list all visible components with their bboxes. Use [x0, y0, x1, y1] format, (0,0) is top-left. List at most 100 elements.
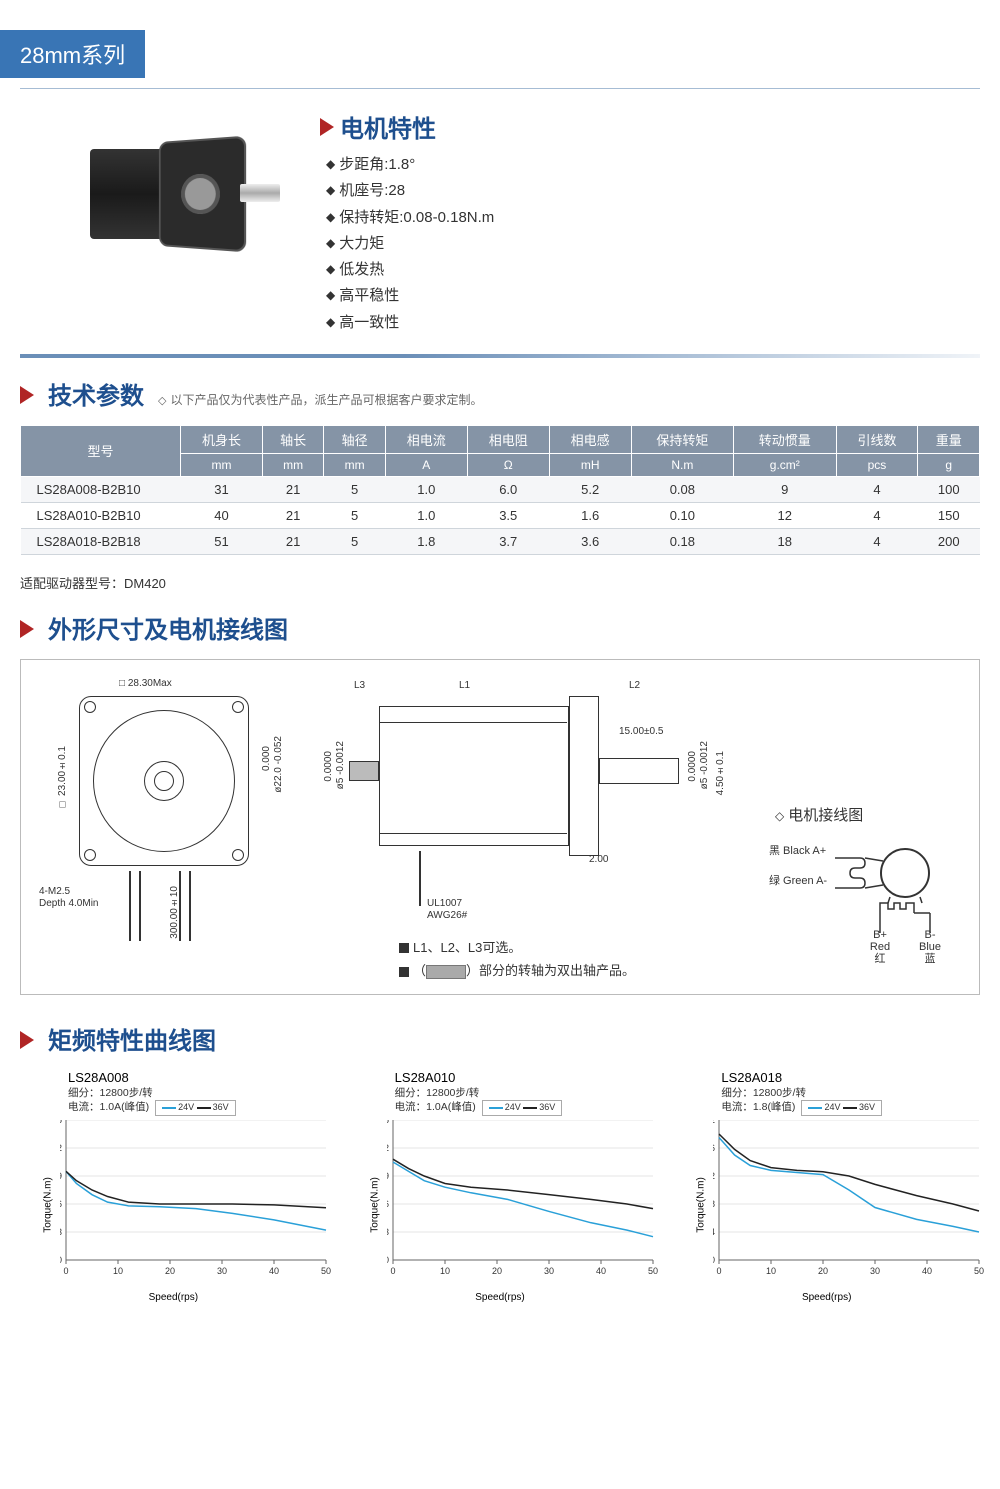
table-header-unit: mm — [262, 453, 323, 476]
table-header: 机身长 — [181, 425, 263, 453]
dim-label: AWG26# — [427, 910, 467, 921]
triangle-icon — [20, 386, 34, 404]
svg-text:50: 50 — [974, 1266, 984, 1276]
svg-text:0.09: 0.09 — [387, 1171, 389, 1181]
table-cell: 0.18 — [631, 528, 733, 554]
wire-label: Blue — [919, 941, 941, 953]
charts-row: LS28A008细分：12800步/转电流：1.0A(峰值)24V 36V To… — [20, 1070, 980, 1303]
motor-illustration — [80, 109, 280, 279]
chart-sub: 电流：1.8(峰值)24V 36V — [673, 1100, 980, 1116]
svg-text:0: 0 — [60, 1255, 62, 1265]
curves-title: 矩频特性曲线图 — [48, 1021, 216, 1056]
table-cell: 5 — [324, 502, 385, 528]
svg-text:0: 0 — [387, 1255, 389, 1265]
characteristics-list: 步距角:1.8°机座号:28保持转矩:0.08-0.18N.m大力矩低发热高平稳… — [320, 152, 494, 336]
dim-label: 0.000 — [261, 746, 272, 771]
svg-text:0: 0 — [713, 1255, 715, 1265]
svg-text:0.16: 0.16 — [713, 1143, 715, 1153]
table-cell: 51 — [181, 528, 263, 554]
chart-series — [66, 1171, 326, 1230]
svg-text:20: 20 — [818, 1266, 828, 1276]
svg-text:40: 40 — [922, 1266, 932, 1276]
table-cell: 100 — [918, 476, 980, 502]
wire-label: 红 — [875, 953, 886, 965]
characteristic-item: 高平稳性 — [326, 283, 494, 309]
characteristic-item: 步距角:1.8° — [326, 152, 494, 178]
table-cell: 3.6 — [549, 528, 631, 554]
table-cell: 1.8 — [385, 528, 467, 554]
svg-text:0.2: 0.2 — [713, 1120, 715, 1125]
divider — [20, 88, 980, 89]
chart-legend: 24V 36V — [801, 1100, 882, 1116]
chart-sub: 细分：12800步/转 — [347, 1087, 654, 1101]
table-cell: 4 — [836, 476, 918, 502]
chart-model: LS28A010 — [347, 1070, 654, 1085]
characteristic-item: 低发热 — [326, 257, 494, 283]
driver-note: 适配驱动器型号：DM420 — [20, 573, 980, 592]
table-header: 相电阻 — [467, 425, 549, 453]
table-cell: LS28A018-B2B18 — [21, 528, 181, 554]
triangle-icon — [320, 118, 334, 136]
svg-text:20: 20 — [492, 1266, 502, 1276]
table-cell: 21 — [262, 502, 323, 528]
y-axis-label: Torque(N.m) — [42, 1177, 53, 1233]
svg-text:0.12: 0.12 — [713, 1171, 715, 1181]
dim-label: Depth 4.0Min — [39, 898, 98, 909]
wire-label: B- — [925, 929, 936, 941]
table-row: LS28A018-B2B18512151.83.73.60.18184200 — [21, 528, 980, 554]
table-header: 相电流 — [385, 425, 467, 453]
specs-note: 以下产品仅为代表性产品，派生产品可根据客户要求定制。 — [158, 391, 482, 408]
table-cell: 0.08 — [631, 476, 733, 502]
chart-legend: 24V 36V — [482, 1100, 563, 1116]
table-header-unit: g.cm² — [734, 453, 836, 476]
dim-label: 300.00±10 — [169, 886, 180, 939]
table-header-unit: g — [918, 453, 980, 476]
chart-series — [719, 1138, 979, 1233]
table-cell: 5 — [324, 476, 385, 502]
x-axis-label: Speed(rps) — [673, 1292, 980, 1303]
characteristic-item: 保持转矩:0.08-0.18N.m — [326, 205, 494, 231]
table-header: 保持转矩 — [631, 425, 733, 453]
series-badge: 28mm系列 — [0, 30, 145, 78]
chart-legend: 24V 36V — [155, 1100, 236, 1116]
table-cell: 1.0 — [385, 476, 467, 502]
chart-series — [393, 1159, 653, 1208]
svg-text:20: 20 — [165, 1266, 175, 1276]
wire-label: B+ — [873, 929, 887, 941]
dim-label: L1 — [459, 680, 470, 691]
table-cell: 40 — [181, 502, 263, 528]
triangle-icon — [20, 620, 34, 638]
y-axis-label: Torque(N.m) — [696, 1177, 707, 1233]
table-cell: 4 — [836, 528, 918, 554]
table-cell: 0.10 — [631, 502, 733, 528]
dim-label: ø5 -0.0012 — [699, 741, 710, 789]
torque-chart: LS28A008细分：12800步/转电流：1.0A(峰值)24V 36V To… — [20, 1070, 327, 1303]
svg-text:0: 0 — [717, 1266, 722, 1276]
characteristic-item: 机座号:28 — [326, 178, 494, 204]
svg-text:50: 50 — [648, 1266, 658, 1276]
svg-text:0.15: 0.15 — [387, 1120, 389, 1125]
dim-label: 2.00 — [589, 854, 608, 865]
svg-text:10: 10 — [440, 1266, 450, 1276]
chart-series — [719, 1134, 979, 1211]
svg-text:0.12: 0.12 — [387, 1143, 389, 1153]
table-cell: 21 — [262, 476, 323, 502]
specs-table: 型号机身长轴长轴径相电流相电阻相电感保持转矩转动惯量引线数重量mmmmmmAΩm… — [20, 425, 980, 555]
table-header-unit: Ω — [467, 453, 549, 476]
dim-label: 4.50±0.1 — [715, 751, 726, 795]
dim-label: ø22.0 -0.052 — [273, 736, 284, 793]
table-header-unit: N.m — [631, 453, 733, 476]
dim-label: 15.00±0.5 — [619, 726, 663, 737]
table-header: 型号 — [21, 425, 181, 476]
dim-label: □ 28.30Max — [119, 678, 172, 689]
torque-chart: LS28A018细分：12800步/转电流：1.8(峰值)24V 36V Tor… — [673, 1070, 980, 1303]
chart-series — [393, 1162, 653, 1237]
chart-sub: 细分：12800步/转 — [673, 1087, 980, 1101]
table-cell: 6.0 — [467, 476, 549, 502]
wire-label: Red — [870, 941, 890, 953]
svg-text:40: 40 — [596, 1266, 606, 1276]
table-header-unit: A — [385, 453, 467, 476]
svg-text:0.12: 0.12 — [60, 1143, 62, 1153]
svg-text:0.08: 0.08 — [713, 1199, 715, 1209]
table-header-unit: mH — [549, 453, 631, 476]
